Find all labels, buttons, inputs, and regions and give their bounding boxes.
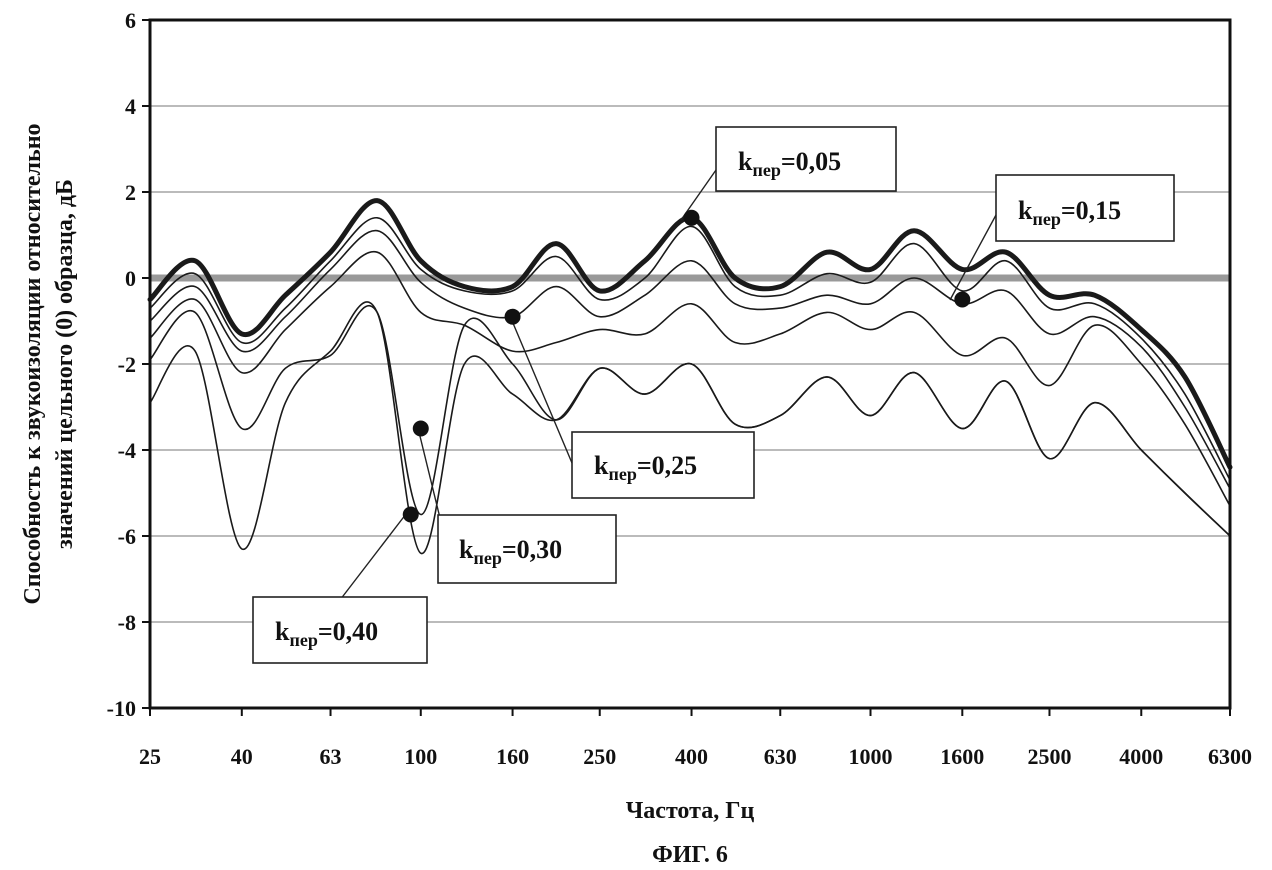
series-lines — [147, 198, 1233, 555]
label-k: k — [1018, 196, 1033, 225]
label-sub: пер — [752, 160, 780, 180]
y-axis-label-line1: Способность к звукоизоляции относительно — [20, 123, 46, 604]
x-axis-label: Частота, Гц — [626, 798, 755, 824]
x-tick-label: 25 — [139, 744, 161, 769]
x-tick-label: 160 — [496, 744, 529, 769]
x-tick-label: 1600 — [940, 744, 984, 769]
annotation-label-005: kпер=0,05 — [738, 147, 841, 180]
label-sub: пер — [608, 464, 636, 484]
series-line-6 — [149, 301, 1231, 555]
label-value: =0,25 — [637, 451, 697, 480]
x-tick-label: 100 — [404, 744, 437, 769]
label-value: =0,30 — [502, 535, 562, 564]
x-tick-label: 40 — [231, 744, 253, 769]
x-tick-label: 630 — [764, 744, 797, 769]
y-tick-label: -2 — [118, 352, 136, 377]
leader-line-015 — [949, 214, 997, 301]
label-sub: пер — [1032, 209, 1060, 229]
x-tick-label: 4000 — [1119, 744, 1163, 769]
label-k: k — [738, 147, 753, 176]
series-line-5 — [149, 304, 1231, 537]
annotation-box-025 — [571, 431, 755, 499]
y-tick-label: -8 — [118, 610, 136, 635]
x-tick-label: 63 — [320, 744, 342, 769]
annotation-marker-5 — [402, 506, 419, 523]
annotation-box-030 — [437, 514, 617, 584]
annotation-box-005 — [715, 126, 897, 192]
annotation-marker-2 — [954, 291, 971, 308]
label-k: k — [275, 617, 290, 646]
label-value: =0,15 — [1061, 196, 1121, 225]
y-axis-ticks: 6 4 2 0 -2 -4 -6 -8 -10 — [107, 8, 150, 721]
series-line-3 — [149, 229, 1231, 490]
x-axis-ticks: 25 40 63 100 160 250 400 630 1000 1600 2500 4000 630… — [139, 708, 1252, 769]
y-tick-label: -10 — [107, 696, 136, 721]
label-sub: пер — [473, 548, 501, 568]
figure-caption: ФИГ. 6 — [652, 842, 728, 868]
series-line-2 — [149, 216, 1231, 481]
y-axis-label: Способность к звукоизоляции относительно… — [20, 123, 78, 604]
x-tick-label: 1000 — [849, 744, 893, 769]
annotation-marker-1 — [683, 209, 700, 226]
annotation-label-025: kпер=0,25 — [594, 451, 697, 484]
label-sub: пер — [289, 630, 317, 650]
label-k: k — [459, 535, 474, 564]
label-value: =0,05 — [781, 147, 841, 176]
label-value: =0,40 — [318, 617, 378, 646]
x-tick-label: 6300 — [1208, 744, 1252, 769]
y-tick-label: 2 — [125, 180, 136, 205]
annotation-marker-3 — [504, 308, 521, 325]
leader-line-025 — [509, 315, 573, 464]
annotations: kпер=0,05 kпер=0,15 kпер=0,25 kпер=0,30 … — [252, 126, 1175, 664]
x-tick-label: 250 — [583, 744, 616, 769]
annotation-marker-4 — [412, 420, 429, 437]
y-tick-label: -4 — [118, 438, 136, 463]
leader-line-030 — [417, 427, 441, 519]
y-tick-label: 4 — [125, 94, 136, 119]
x-tick-label: 2500 — [1027, 744, 1071, 769]
y-axis-label-line2: значений цельного (0) образца, дБ — [52, 179, 78, 549]
series-line-4 — [149, 251, 1231, 507]
annotation-label-015: kпер=0,15 — [1018, 196, 1121, 229]
leader-line-040 — [339, 513, 407, 601]
x-tick-label: 400 — [675, 744, 708, 769]
annotation-box-040 — [252, 596, 428, 664]
annotation-box-015 — [995, 174, 1175, 242]
y-tick-label: 0 — [125, 266, 136, 291]
y-tick-label: -6 — [118, 524, 136, 549]
annotation-label-040: kпер=0,40 — [275, 617, 378, 650]
y-tick-label: 6 — [125, 8, 136, 33]
annotation-label-030: kпер=0,30 — [459, 535, 562, 568]
annotation-markers — [402, 209, 971, 523]
label-k: k — [594, 451, 609, 480]
